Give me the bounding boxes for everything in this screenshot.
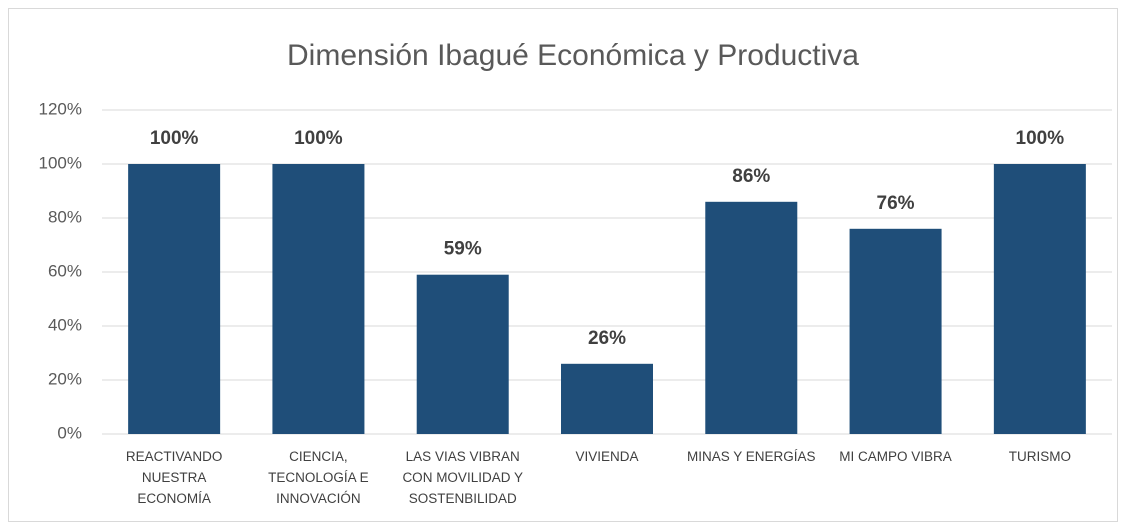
x-tick-label: LAS VIAS VIBRAN CON MOVILIDAD Y SOSTENBI… bbox=[402, 449, 523, 506]
x-tick-label-box: TURISMO bbox=[1008, 449, 1071, 464]
y-tick-label: 120% bbox=[39, 99, 82, 118]
data-label: 76% bbox=[877, 193, 915, 214]
x-tick-label: MI CAMPO VIBRA bbox=[839, 449, 952, 464]
bar bbox=[705, 201, 798, 434]
x-tick-label: TURISMO bbox=[1008, 449, 1071, 464]
y-tick-label: 100% bbox=[39, 153, 82, 172]
y-tick-label: 20% bbox=[48, 369, 82, 388]
x-tick-label-box: REACTIVANDO NUESTRA ECONOMÍA bbox=[125, 449, 223, 506]
data-label: 100% bbox=[294, 128, 343, 149]
x-tick-label-box: MI CAMPO VIBRA bbox=[839, 449, 952, 464]
bar bbox=[993, 164, 1086, 434]
y-tick-label: 0% bbox=[57, 423, 82, 442]
data-label: 100% bbox=[1016, 128, 1065, 149]
y-tick-label: 80% bbox=[48, 207, 82, 226]
data-label: 86% bbox=[732, 166, 770, 187]
bar bbox=[849, 228, 942, 434]
x-tick-label-box: LAS VIAS VIBRAN CON MOVILIDAD Y SOSTENBI… bbox=[402, 449, 523, 506]
bar bbox=[128, 164, 221, 434]
chart-title: Dimensión Ibagué Económica y Productiva bbox=[287, 39, 859, 72]
x-tick-label-box: CIENCIA, TECNOLOGÍA E INNOVACIÓN bbox=[268, 449, 369, 506]
y-tick-label: 40% bbox=[48, 315, 82, 334]
x-tick-label-box: MINAS Y ENERGÍAS bbox=[687, 449, 816, 464]
x-tick-label: MINAS Y ENERGÍAS bbox=[687, 449, 816, 464]
data-label: 59% bbox=[444, 239, 482, 260]
bar bbox=[416, 274, 509, 434]
bar bbox=[561, 363, 653, 434]
y-tick-label: 60% bbox=[48, 261, 82, 280]
x-tick-label: VIVIENDA bbox=[575, 449, 639, 464]
data-label: 26% bbox=[588, 328, 626, 349]
data-label: 100% bbox=[150, 128, 199, 149]
bar bbox=[272, 164, 365, 434]
x-tick-label: CIENCIA, TECNOLOGÍA E INNOVACIÓN bbox=[268, 449, 369, 506]
x-tick-label: REACTIVANDO NUESTRA ECONOMÍA bbox=[125, 449, 223, 506]
x-tick-label-box: VIVIENDA bbox=[575, 449, 639, 464]
